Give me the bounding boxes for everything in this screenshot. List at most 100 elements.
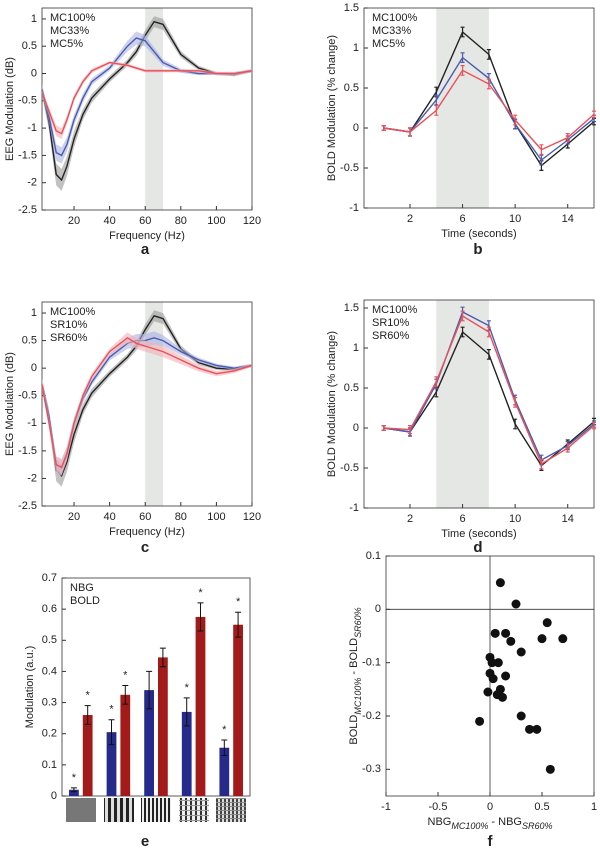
legend-entry: SR10% <box>50 319 88 331</box>
point <box>542 618 552 628</box>
y-tick-label: 0 <box>375 603 381 615</box>
x-tick-label: 2 <box>407 513 413 525</box>
series-line <box>41 336 253 469</box>
y-tick-label: 0 <box>31 362 37 374</box>
error-bar <box>460 310 465 322</box>
point <box>516 711 526 721</box>
error-bar <box>84 705 91 725</box>
legend-entry: BOLD <box>70 595 100 607</box>
bar <box>158 657 168 796</box>
significance-marker: * <box>185 682 190 694</box>
y-axis-label-part: BOLD <box>348 715 360 745</box>
series-line <box>41 61 253 135</box>
series-line <box>41 37 253 157</box>
error-bar <box>460 326 465 338</box>
bar <box>144 690 154 796</box>
grating <box>66 798 96 822</box>
legend-entry: MC33% <box>372 25 411 37</box>
y-tick-label: -1 <box>349 202 359 214</box>
x-axis-label-part: MC100% <box>451 821 488 831</box>
panel-label: f <box>488 833 494 850</box>
point <box>506 636 516 646</box>
point <box>501 671 511 681</box>
point <box>545 764 555 774</box>
error-bar <box>146 670 153 710</box>
point <box>516 647 526 657</box>
y-axis-label: BOLDMC100% - BOLDSR60% <box>348 607 363 744</box>
panel-label: d <box>473 539 482 556</box>
series-line <box>41 314 253 477</box>
error-bar <box>565 443 570 453</box>
shaded-interval <box>145 8 164 210</box>
x-axis-label-part: - NBG <box>488 816 522 828</box>
y-tick-label: 0.1 <box>366 550 381 562</box>
error-bar <box>486 78 491 90</box>
y-tick-label: 0 <box>353 422 359 434</box>
error-bar <box>70 787 77 793</box>
error-bar <box>539 144 544 155</box>
point <box>501 628 511 638</box>
x-axis-label: NBGMC100% - NBGSR60% <box>428 816 553 831</box>
y-axis-label: EEG Modulation (dB) <box>4 57 16 161</box>
legend-entry: MC100% <box>50 12 95 24</box>
error-band <box>42 16 252 191</box>
error-bar <box>513 397 518 408</box>
y-tick-label: -0.5 <box>18 95 37 107</box>
bar <box>181 711 192 796</box>
point <box>490 628 500 638</box>
error-bar <box>460 26 465 38</box>
y-tick-label: -0.1 <box>362 657 381 669</box>
error-bar <box>539 458 544 470</box>
y-tick-label: 0.7 <box>42 572 57 584</box>
y-axis-label-part: MC100% <box>353 678 363 715</box>
error-bar <box>539 154 544 166</box>
y-tick-label: 0.1 <box>42 759 57 771</box>
legend-entry: MC100% <box>372 12 417 24</box>
error-bar <box>592 421 596 430</box>
significance-marker: * <box>222 724 227 736</box>
error-bar <box>513 114 518 126</box>
x-axis-label: Frequency (Hz) <box>109 526 185 538</box>
y-tick-label: -0.3 <box>362 763 381 775</box>
legend-entry: MC33% <box>50 25 89 37</box>
error-bar <box>381 125 386 131</box>
x-tick-label: 40 <box>104 215 116 227</box>
x-tick-label: 6 <box>460 213 466 225</box>
x-tick-label: 0 <box>487 801 493 813</box>
grating-stimuli <box>66 798 246 822</box>
error-bar <box>408 425 412 435</box>
bar <box>69 789 79 796</box>
significance-marker: * <box>123 669 128 681</box>
point <box>487 658 497 668</box>
significance-marker: * <box>198 587 203 599</box>
y-tick-label: 0.6 <box>42 603 57 615</box>
bar <box>233 624 243 796</box>
y-tick-label: 0 <box>353 122 359 134</box>
y-tick-label: 1.5 <box>344 2 359 14</box>
point <box>537 634 547 644</box>
y-tick-label: -1 <box>27 417 37 429</box>
error-bar <box>513 418 518 430</box>
legend-entry: SR60% <box>372 330 410 342</box>
bar <box>120 694 131 796</box>
y-tick-label: -0.5 <box>340 462 359 474</box>
y-tick-label: -0.5 <box>18 390 37 402</box>
x-tick-label: 1 <box>591 801 597 813</box>
x-tick-label: 20 <box>68 511 80 523</box>
shaded-interval <box>436 8 489 208</box>
y-tick-label: -1.5 <box>18 149 37 161</box>
x-tick-label: 14 <box>562 513 574 525</box>
legend-entry: NBG <box>70 582 94 594</box>
series-line <box>41 20 253 182</box>
x-axis-label: Time (seconds) <box>441 228 516 240</box>
x-tick-label: 100 <box>207 511 225 523</box>
legend-entry: SR60% <box>50 332 88 344</box>
significance-marker: * <box>109 704 114 716</box>
error-bar <box>408 127 412 137</box>
y-tick-label: 0.5 <box>42 634 57 646</box>
y-axis-label-part: SR60% <box>353 607 363 638</box>
y-tick-label: 0.5 <box>344 82 359 94</box>
y-tick-label: 1 <box>31 13 37 25</box>
error-bar <box>460 65 465 76</box>
